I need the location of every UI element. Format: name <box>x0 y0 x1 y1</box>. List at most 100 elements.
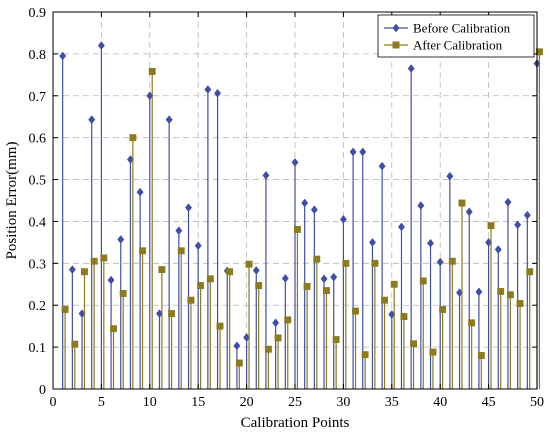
data-point-before <box>175 226 183 236</box>
data-point-after <box>90 257 98 265</box>
data-point-after <box>110 325 117 333</box>
data-point-before <box>291 157 299 167</box>
data-point-after <box>400 313 408 320</box>
y-tick-label: 0.9 <box>29 6 47 21</box>
data-point-before <box>97 41 105 50</box>
x-tick-label: 50 <box>530 395 544 410</box>
x-tick-label: 10 <box>143 395 157 410</box>
data-point-before <box>194 241 202 251</box>
data-point-after <box>313 255 321 263</box>
data-point-before <box>494 245 502 254</box>
data-point-before <box>339 214 347 224</box>
y-tick-label: 0.3 <box>29 257 47 272</box>
data-point-before <box>272 318 280 328</box>
data-point-before <box>465 207 473 217</box>
data-point-after <box>477 352 485 359</box>
data-point-after <box>235 359 243 367</box>
data-point-before <box>117 235 125 244</box>
x-tick-label: 35 <box>385 395 399 410</box>
data-point-before <box>214 88 222 98</box>
legend-marker <box>392 41 400 49</box>
data-point-before <box>523 210 531 220</box>
data-point-after <box>293 225 301 233</box>
data-point-before <box>397 222 406 232</box>
data-point-after <box>264 345 272 353</box>
series-after-calibration <box>61 48 543 389</box>
data-point-after <box>119 290 127 297</box>
data-point-after <box>71 340 79 348</box>
data-point-after <box>168 310 176 318</box>
data-point-after <box>129 134 137 142</box>
data-point-before <box>204 85 212 94</box>
data-point-before <box>310 205 318 215</box>
data-point-after <box>187 296 195 304</box>
data-point-before <box>359 147 367 157</box>
data-point-after <box>139 247 146 255</box>
data-point-after <box>216 322 224 330</box>
x-tick-label: 25 <box>288 395 302 410</box>
y-tick-label: 0.6 <box>29 132 47 147</box>
data-point-before <box>504 197 512 207</box>
data-point-after <box>419 277 427 285</box>
data-point-before <box>68 265 76 275</box>
data-point-before <box>136 187 144 197</box>
y-tick-label: 0.5 <box>29 174 47 189</box>
data-point-after <box>342 259 350 267</box>
x-tick-label: 0 <box>50 395 57 410</box>
data-point-after <box>81 268 88 276</box>
data-point-after <box>448 257 456 265</box>
x-tick-label: 40 <box>433 395 447 410</box>
y-axis-label: Position Error(mm) <box>4 142 20 260</box>
data-point-after <box>274 334 282 342</box>
data-point-before <box>426 238 435 248</box>
legend-label: Before Calibration <box>413 21 511 36</box>
y-tick-label: 0.1 <box>29 341 47 356</box>
data-point-after <box>458 199 466 207</box>
data-point-before <box>368 237 376 247</box>
data-point-before <box>436 257 444 267</box>
data-point-after <box>255 282 263 289</box>
data-point-before <box>252 266 260 275</box>
data-point-after <box>506 291 514 299</box>
data-point-after <box>361 351 369 359</box>
data-point-before <box>320 274 328 284</box>
data-point-after <box>371 259 379 267</box>
data-point-after <box>497 287 505 295</box>
x-tick-label: 5 <box>98 395 105 410</box>
y-tick-label: 0.2 <box>29 299 47 314</box>
data-point-after <box>468 319 476 327</box>
data-point-before <box>165 115 173 125</box>
data-point-before <box>233 341 241 351</box>
data-point-after <box>516 300 524 307</box>
y-tick-label: 0.7 <box>29 90 47 105</box>
y-tick-label: 0.4 <box>29 215 47 230</box>
data-point-before <box>514 220 522 230</box>
data-point-after <box>303 282 311 290</box>
data-point-before <box>281 274 289 283</box>
data-point-before <box>59 51 67 61</box>
data-point-before <box>88 115 96 125</box>
axis-ticks: 0 5 10 15 20 25 30 35 40 45 50 0 0.1 0.2 0.3 0.4 0.5 0.6 0… <box>29 6 545 410</box>
legend-box <box>377 14 535 58</box>
data-point-before <box>107 275 115 285</box>
data-point-before <box>417 201 425 210</box>
data-point-after <box>245 260 253 268</box>
data-point-after <box>390 280 398 288</box>
data-point-before <box>262 170 270 180</box>
legend-marker <box>392 23 400 33</box>
x-tick-label: 30 <box>336 395 350 410</box>
data-point-before <box>407 64 415 73</box>
y-tick-label: 0 <box>39 383 46 398</box>
data-stems <box>59 41 543 389</box>
data-point-after <box>206 275 214 283</box>
data-point-after <box>332 336 340 344</box>
data-point-after <box>226 268 234 276</box>
legend-label: After Calibration <box>413 38 503 53</box>
x-tick-label: 45 <box>482 395 496 410</box>
data-point-after <box>148 68 156 75</box>
data-point-after <box>177 247 185 255</box>
data-point-after <box>352 307 359 315</box>
data-point-after <box>197 282 205 289</box>
data-point-before <box>446 171 454 181</box>
